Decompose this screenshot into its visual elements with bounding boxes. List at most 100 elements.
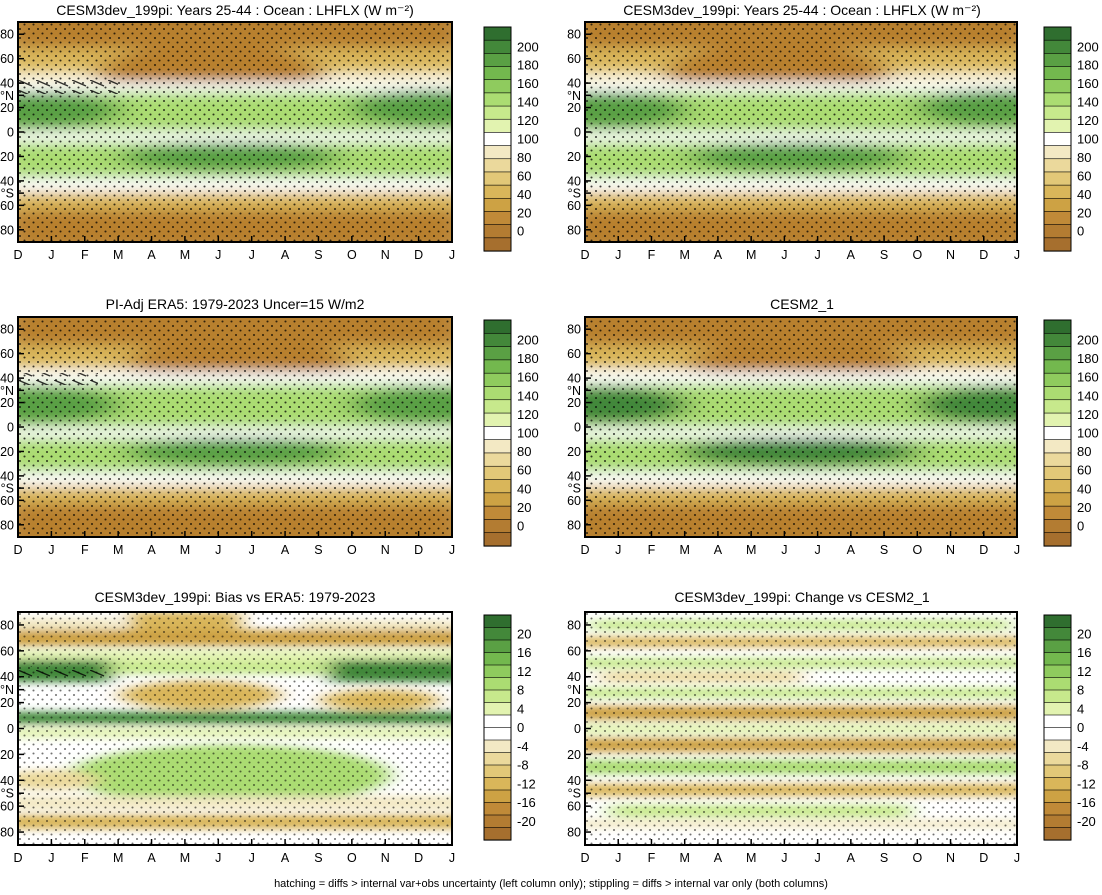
colorbar-tick-label: 0 — [1077, 519, 1084, 534]
month-tick-label: S — [880, 543, 888, 557]
colorbar-swatch — [483, 197, 512, 213]
panel-title: CESM3dev_199pi: Years 25-44 : Ocean : LH… — [623, 2, 981, 18]
month-tick-label: N — [946, 851, 955, 865]
colorbar-swatch — [483, 184, 512, 199]
colorbar-frame — [1043, 26, 1072, 252]
colorbar-swatch — [1043, 479, 1072, 494]
month-tick-label: J — [814, 248, 820, 262]
colorbar-swatch — [1043, 519, 1072, 534]
colorbar-tick-label: 120 — [1077, 113, 1099, 128]
colorbar-tick-label: 0 — [1077, 224, 1084, 239]
colorbar-swatch — [1043, 211, 1072, 226]
colorbar-tick-label: -20 — [1077, 814, 1096, 829]
colorbar-swatch — [1043, 53, 1072, 68]
colorbar-tick-label: -20 — [517, 814, 536, 829]
month-tick-label: A — [147, 248, 156, 262]
panel-cesm2-climatology: CESM2_1 — [585, 296, 1017, 537]
colorbar-tick-label: 4 — [1077, 701, 1084, 716]
colorbar-tick-label: 60 — [517, 168, 531, 183]
lat-tick-label: 20 — [0, 150, 14, 164]
heatmap-field — [18, 317, 452, 537]
panel-title: CESM3dev_199pi: Bias vs ERA5: 1979-2023 — [95, 589, 376, 605]
colorbar-swatch — [1043, 79, 1072, 94]
colorbar-swatch — [483, 224, 512, 239]
lat-tick-label: °S — [1, 187, 14, 201]
lat-tick-label: 60 — [567, 199, 581, 213]
colorbar-swatch — [483, 158, 512, 173]
colorbar-swatch — [1043, 639, 1072, 654]
month-tick-label: J — [615, 851, 621, 865]
colorbar-swatch — [1043, 814, 1072, 829]
colorbar-tick-label: -16 — [1077, 795, 1096, 810]
month-tick-label: A — [147, 851, 156, 865]
month-tick-label: J — [781, 851, 787, 865]
colorbar-tick-label: 100 — [1077, 132, 1099, 147]
lat-tick-label: 80 — [567, 826, 581, 840]
colorbar-swatch — [483, 439, 512, 454]
colorbar-swatch — [1043, 426, 1072, 441]
colorbar-tick-label: 200 — [1077, 332, 1099, 347]
colorbar-swatch — [1043, 505, 1072, 521]
colorbar-swatch — [483, 614, 512, 629]
colorbar-swatch — [1043, 827, 1072, 841]
month-tick-label: D — [13, 851, 22, 865]
lat-tick-label: 40 — [567, 372, 581, 386]
month-tick-label: J — [814, 543, 820, 557]
colorbar-swatch — [1043, 332, 1072, 348]
colorbar-swatch — [1043, 677, 1072, 691]
month-tick-label: A — [281, 543, 290, 557]
colorbar-swatch — [483, 105, 512, 120]
colorbar-swatch — [1043, 689, 1072, 704]
colorbar-swatch — [1043, 412, 1072, 427]
lat-tick-label: °S — [568, 187, 581, 201]
colorbar-swatch — [1043, 802, 1072, 816]
lat-tick-label: 60 — [0, 494, 14, 508]
colorbar-swatch — [483, 452, 512, 467]
lat-tick-label: 60 — [0, 347, 14, 361]
colorbar-swatch — [1043, 319, 1072, 334]
month-tick-label: J — [781, 543, 787, 557]
month-tick-label: F — [648, 543, 656, 557]
lat-tick-label: 60 — [567, 347, 581, 361]
colorbar-swatch — [1043, 158, 1072, 173]
month-tick-label: O — [347, 543, 357, 557]
colorbar-tick-label: 8 — [1077, 683, 1084, 698]
colorbar-swatch — [483, 346, 512, 361]
colorbar-swatch — [483, 752, 512, 766]
lat-tick-label: 60 — [567, 494, 581, 508]
lat-tick-label: 40 — [567, 469, 581, 483]
colorbar-tick-label: -8 — [1077, 758, 1089, 773]
colorbar-tick-label: 0 — [517, 519, 524, 534]
stippling-overlay — [18, 22, 452, 242]
colorbar-swatch — [1043, 739, 1072, 754]
month-tick-label: M — [746, 248, 756, 262]
month-tick-label: F — [81, 248, 89, 262]
month-tick-label: F — [648, 248, 656, 262]
colorbar-tick-label: 40 — [1077, 481, 1091, 496]
colorbar-tick-label: 20 — [1077, 500, 1091, 515]
month-tick-label: N — [946, 543, 955, 557]
month-tick-label: D — [13, 543, 22, 557]
lat-tick-label: °N — [0, 683, 14, 697]
lat-tick-label: 60 — [0, 199, 14, 213]
month-tick-label: A — [281, 248, 290, 262]
lat-tick-label: 80 — [0, 826, 14, 840]
lat-tick-label: 20 — [567, 396, 581, 410]
lat-tick-label: 40 — [0, 77, 14, 91]
colorbar-swatch — [1043, 439, 1072, 454]
stippling-overlay — [585, 317, 1017, 537]
colorbar-swatch — [1043, 224, 1072, 239]
month-tick-label: N — [946, 248, 955, 262]
colorbar-tick-label: 60 — [517, 463, 531, 478]
month-tick-label: D — [979, 248, 988, 262]
month-tick-label: N — [381, 248, 390, 262]
lat-tick-label: 80 — [567, 223, 581, 237]
heatmap-field — [585, 612, 1017, 845]
month-tick-label: J — [449, 851, 455, 865]
colorbar-swatch — [483, 714, 512, 729]
colorbar-swatch — [483, 426, 512, 441]
colorbar-tick-label: 8 — [517, 683, 524, 698]
month-tick-label: A — [147, 543, 156, 557]
colorbar-swatch — [483, 118, 512, 134]
